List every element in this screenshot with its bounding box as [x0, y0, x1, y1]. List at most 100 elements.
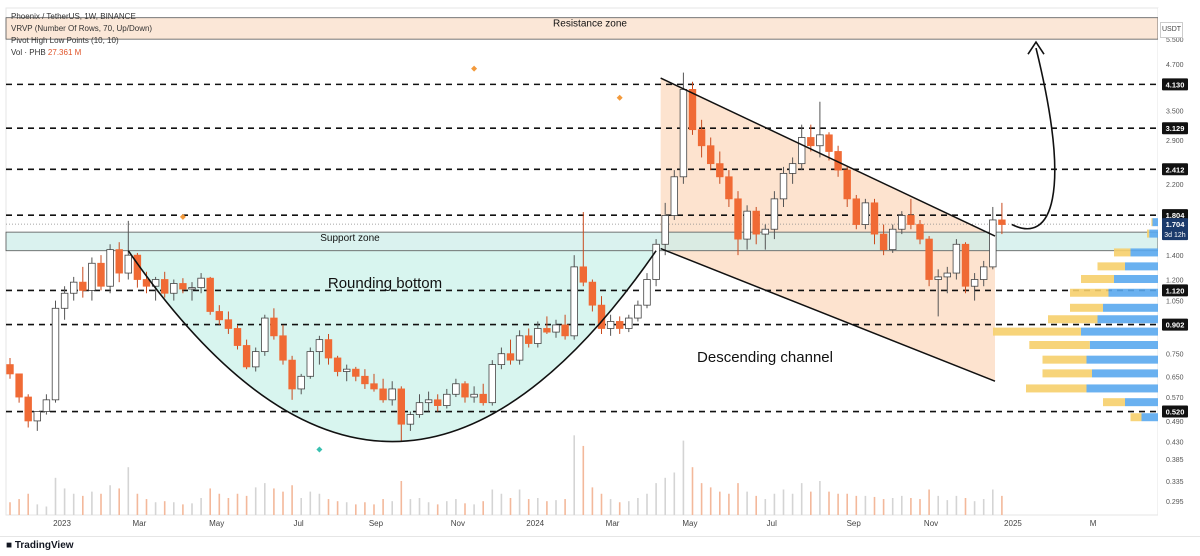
candle: [297, 373, 305, 395]
pivot-high-marker: [616, 94, 623, 101]
volume-profile-up: [1103, 303, 1158, 312]
volume-bar: [773, 493, 776, 515]
chart-header-symbol[interactable]: Phoenix / TetherUS, 1W, BINANCE: [11, 12, 136, 21]
price-axis-tick: 3.500: [1166, 109, 1184, 116]
price-axis-tick: 0.490: [1166, 419, 1184, 426]
price-level-tag-text: 0.902: [1166, 321, 1185, 330]
candle-body-down: [461, 383, 469, 398]
volume-bar: [873, 496, 876, 515]
candle-body-down: [215, 311, 223, 321]
candle-body-down: [825, 134, 833, 152]
candle: [525, 328, 533, 348]
candle-body-up: [934, 276, 942, 280]
volume-bar: [709, 487, 712, 515]
volume-bar: [509, 498, 512, 515]
candle-body-down: [370, 383, 378, 390]
time-axis-tick: May: [682, 519, 697, 528]
price-chart[interactable]: Resistance zone Support zone Rounding bott…: [0, 0, 1200, 536]
volume-bar: [928, 489, 930, 515]
volume-bar: [127, 467, 130, 515]
candle-body-up: [51, 307, 60, 401]
candle-body-up: [643, 279, 651, 306]
candle-body-down: [870, 202, 879, 235]
volume-bar: [109, 485, 111, 515]
volume-bar: [628, 501, 630, 515]
volume-profile-down: [1048, 315, 1098, 324]
indicator-volume-label[interactable]: Vol · PHB 27.361 M: [11, 48, 81, 57]
candle-body-down: [97, 262, 105, 287]
candle-body-up: [679, 89, 688, 178]
candle: [352, 366, 360, 382]
volume-bar: [500, 493, 503, 515]
volume-profile-down: [1114, 248, 1131, 257]
candle-body-up: [424, 399, 433, 404]
candle: [561, 314, 569, 340]
tradingview-logo[interactable]: ■ TradingView: [6, 540, 74, 551]
candle: [616, 316, 624, 334]
descending-channel-fill: [660, 78, 995, 382]
candle: [606, 314, 615, 336]
candle: [952, 239, 961, 280]
volume-bar: [100, 493, 102, 515]
candle: [379, 378, 387, 403]
volume-bar: [436, 504, 439, 515]
volume-bar: [464, 503, 466, 515]
volume-bar: [810, 491, 812, 515]
volume-bar: [254, 487, 257, 515]
volume-bar: [191, 503, 193, 515]
volume-bar: [300, 498, 302, 515]
volume-bar: [582, 445, 585, 515]
volume-bar: [427, 502, 430, 515]
candle-body-up: [197, 277, 205, 289]
candle-body-down: [879, 233, 888, 251]
volume-bar: [846, 493, 848, 515]
candle-body-up: [980, 266, 988, 280]
indicator-pivot-label[interactable]: Pivot High Low Points (10, 10): [11, 36, 119, 45]
support-zone: [5, 231, 1159, 252]
candle: [188, 282, 196, 301]
volume-bar: [910, 498, 912, 515]
candle: [279, 324, 287, 365]
candle-body-up: [315, 339, 324, 353]
volume-bar: [691, 467, 694, 515]
candle-body-up: [106, 249, 114, 287]
volume-bar: [400, 481, 403, 515]
candle-body-down: [270, 317, 278, 337]
time-axis-tick: 2025: [1004, 519, 1022, 528]
candle: [716, 151, 724, 184]
candle-body-down: [142, 279, 151, 287]
volume-profile-down: [1103, 398, 1125, 407]
candle: [479, 383, 487, 406]
volume-value: 27.361 M: [47, 48, 82, 57]
support-zone-label: Support zone: [320, 233, 380, 244]
volume-bar: [236, 493, 239, 515]
candle-body-up: [606, 321, 615, 329]
candle-body-down: [506, 353, 515, 361]
volume-bar: [182, 504, 184, 515]
candle: [197, 273, 205, 294]
volume-bar: [345, 502, 348, 515]
time-axis-tick: Mar: [606, 519, 620, 528]
volume-bar: [719, 491, 721, 515]
volume-profile-up: [1089, 341, 1158, 350]
volume-bar: [382, 499, 384, 515]
candle: [424, 391, 433, 412]
volume-profile-down: [993, 327, 1081, 336]
time-axis-tick: May: [209, 519, 224, 528]
candle-body-down: [561, 324, 569, 337]
volume-bar: [491, 489, 494, 515]
candle: [807, 124, 815, 152]
price-axis-tick: 0.750: [1166, 352, 1184, 359]
candle-body-up: [989, 219, 997, 268]
volume-bar: [864, 495, 867, 515]
candle: [115, 242, 123, 283]
volume-bar: [564, 499, 566, 515]
candle: [497, 347, 506, 370]
volume-bar: [27, 493, 29, 515]
volume-bar: [828, 491, 830, 515]
quote-currency-badge[interactable]: USDT: [1160, 22, 1183, 38]
volume-bar: [72, 493, 75, 515]
volume-bar: [309, 491, 312, 515]
indicator-vrvp-label[interactable]: VRVP (Number Of Rows, 70, Up/Down): [11, 24, 153, 33]
volume-profile-up: [1081, 327, 1158, 336]
